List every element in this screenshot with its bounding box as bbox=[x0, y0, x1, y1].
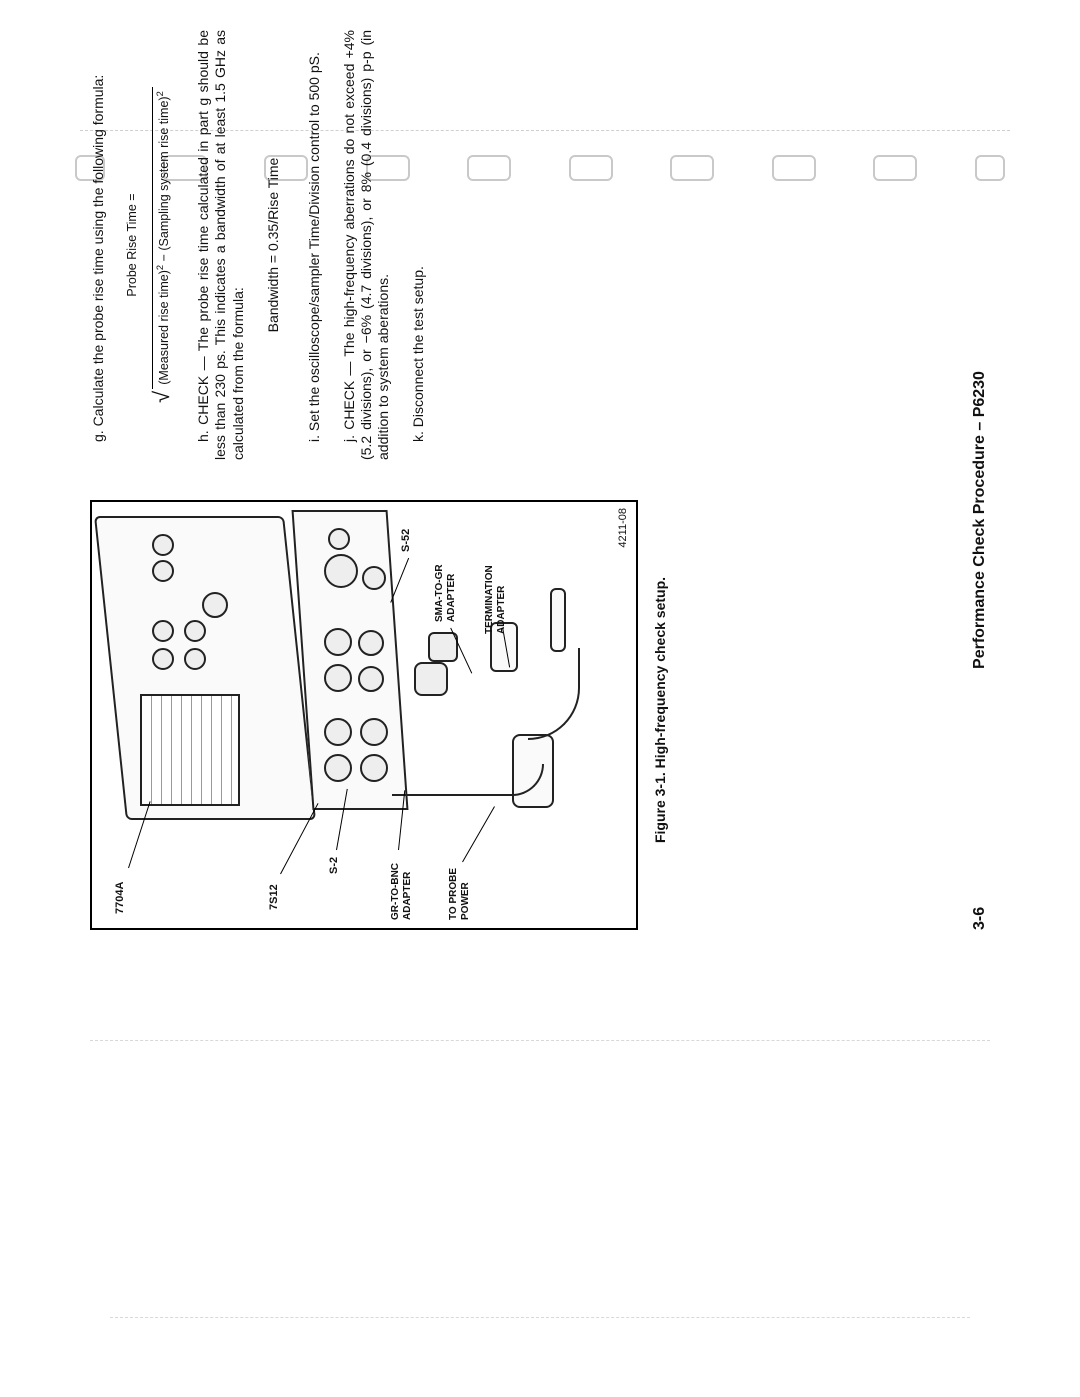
fig-label-term2: ADAPTER bbox=[496, 586, 507, 634]
formula-term-b: − (Sampling system rise time) bbox=[157, 96, 171, 261]
para-i: i. Set the oscilloscope/sampler Time/Div… bbox=[306, 30, 323, 460]
probe-tip bbox=[550, 588, 566, 652]
scan-artifact bbox=[110, 1317, 970, 1318]
knob bbox=[152, 560, 174, 582]
page-content-rotated: 7704A 7S12 S-2 S-52 GR-TO-BNC ADAPTER TO… bbox=[90, 110, 990, 930]
fig-label-term1: TERMINATION bbox=[484, 565, 495, 634]
fig-label-7s12: 7S12 bbox=[268, 884, 280, 910]
page-footer: 3-6 Performance Check Procedure – P6230 bbox=[970, 110, 990, 930]
footer-title: Performance Check Procedure – P6230 bbox=[970, 170, 990, 870]
knob bbox=[184, 648, 206, 670]
left-column: 7704A 7S12 S-2 S-52 GR-TO-BNC ADAPTER TO… bbox=[90, 490, 669, 930]
knob bbox=[202, 592, 228, 618]
fig-label-probe1: TO PROBE bbox=[448, 868, 459, 920]
para-h: h. CHECK — The probe rise time calculate… bbox=[195, 30, 246, 460]
fig-label-probe2: POWER bbox=[460, 882, 471, 920]
knob bbox=[324, 718, 352, 746]
fig-label-sma2: ADAPTER bbox=[446, 574, 457, 622]
cable bbox=[392, 764, 544, 796]
adapter bbox=[414, 662, 448, 696]
equip-crt bbox=[140, 694, 240, 806]
cable bbox=[528, 648, 580, 740]
footer-spacer bbox=[970, 110, 990, 170]
knob bbox=[152, 534, 174, 556]
figure-ref-number: 4211-08 bbox=[617, 508, 630, 548]
leader bbox=[462, 806, 495, 862]
knob bbox=[324, 554, 358, 588]
probe-formula-label: Probe Rise Time = bbox=[125, 30, 140, 460]
knob bbox=[360, 718, 388, 746]
fig-label-grbnc2: ADAPTER bbox=[402, 872, 413, 920]
knob bbox=[184, 620, 206, 642]
scan-artifact bbox=[90, 1040, 990, 1041]
formula-term-a: (Measured rise time) bbox=[157, 270, 171, 385]
bandwidth-formula: Bandwidth = 0.35/Rise Time bbox=[265, 30, 282, 460]
fig-label-s52: S-52 bbox=[400, 529, 412, 552]
knob bbox=[362, 566, 386, 590]
knob bbox=[152, 648, 174, 670]
knob bbox=[324, 628, 352, 656]
figure-caption: Figure 3-1. High-frequency check setup. bbox=[652, 490, 669, 930]
para-g: g. Calculate the probe rise time using t… bbox=[90, 30, 107, 460]
knob bbox=[328, 528, 350, 550]
para-k: k. Disconnect the test setup. bbox=[410, 30, 427, 460]
right-column: g. Calculate the probe rise time using t… bbox=[90, 30, 445, 460]
knob bbox=[358, 666, 384, 692]
knob bbox=[360, 754, 388, 782]
leader bbox=[390, 558, 409, 603]
radical-icon: √ bbox=[152, 391, 172, 403]
knob bbox=[324, 754, 352, 782]
knob bbox=[324, 664, 352, 692]
knob bbox=[152, 620, 174, 642]
probe-formula: √ (Measured rise time)2 − (Sampling syst… bbox=[146, 30, 173, 460]
para-j: j. CHECK — The high-frequency aberration… bbox=[341, 30, 392, 460]
fig-label-7704a: 7704A bbox=[114, 882, 126, 914]
fig-label-sma1: SMA-TO-GR bbox=[434, 564, 445, 622]
fig-label-grbnc1: GR-TO-BNC bbox=[390, 863, 401, 920]
fig-label-s2: S-2 bbox=[328, 857, 340, 874]
page-number: 3-6 bbox=[970, 870, 990, 930]
knob bbox=[358, 630, 384, 656]
figure-box: 7704A 7S12 S-2 S-52 GR-TO-BNC ADAPTER TO… bbox=[90, 500, 638, 930]
